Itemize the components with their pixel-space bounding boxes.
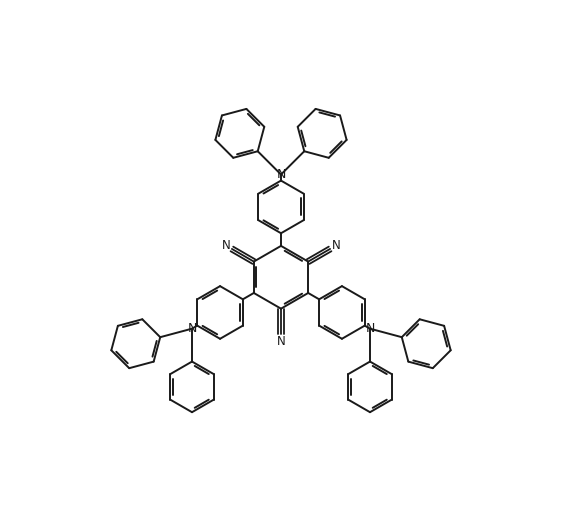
- Text: N: N: [277, 168, 285, 181]
- Text: N: N: [332, 239, 341, 252]
- Text: N: N: [277, 334, 285, 348]
- Text: N: N: [187, 322, 197, 335]
- Text: N: N: [221, 239, 230, 252]
- Text: N: N: [365, 322, 375, 335]
